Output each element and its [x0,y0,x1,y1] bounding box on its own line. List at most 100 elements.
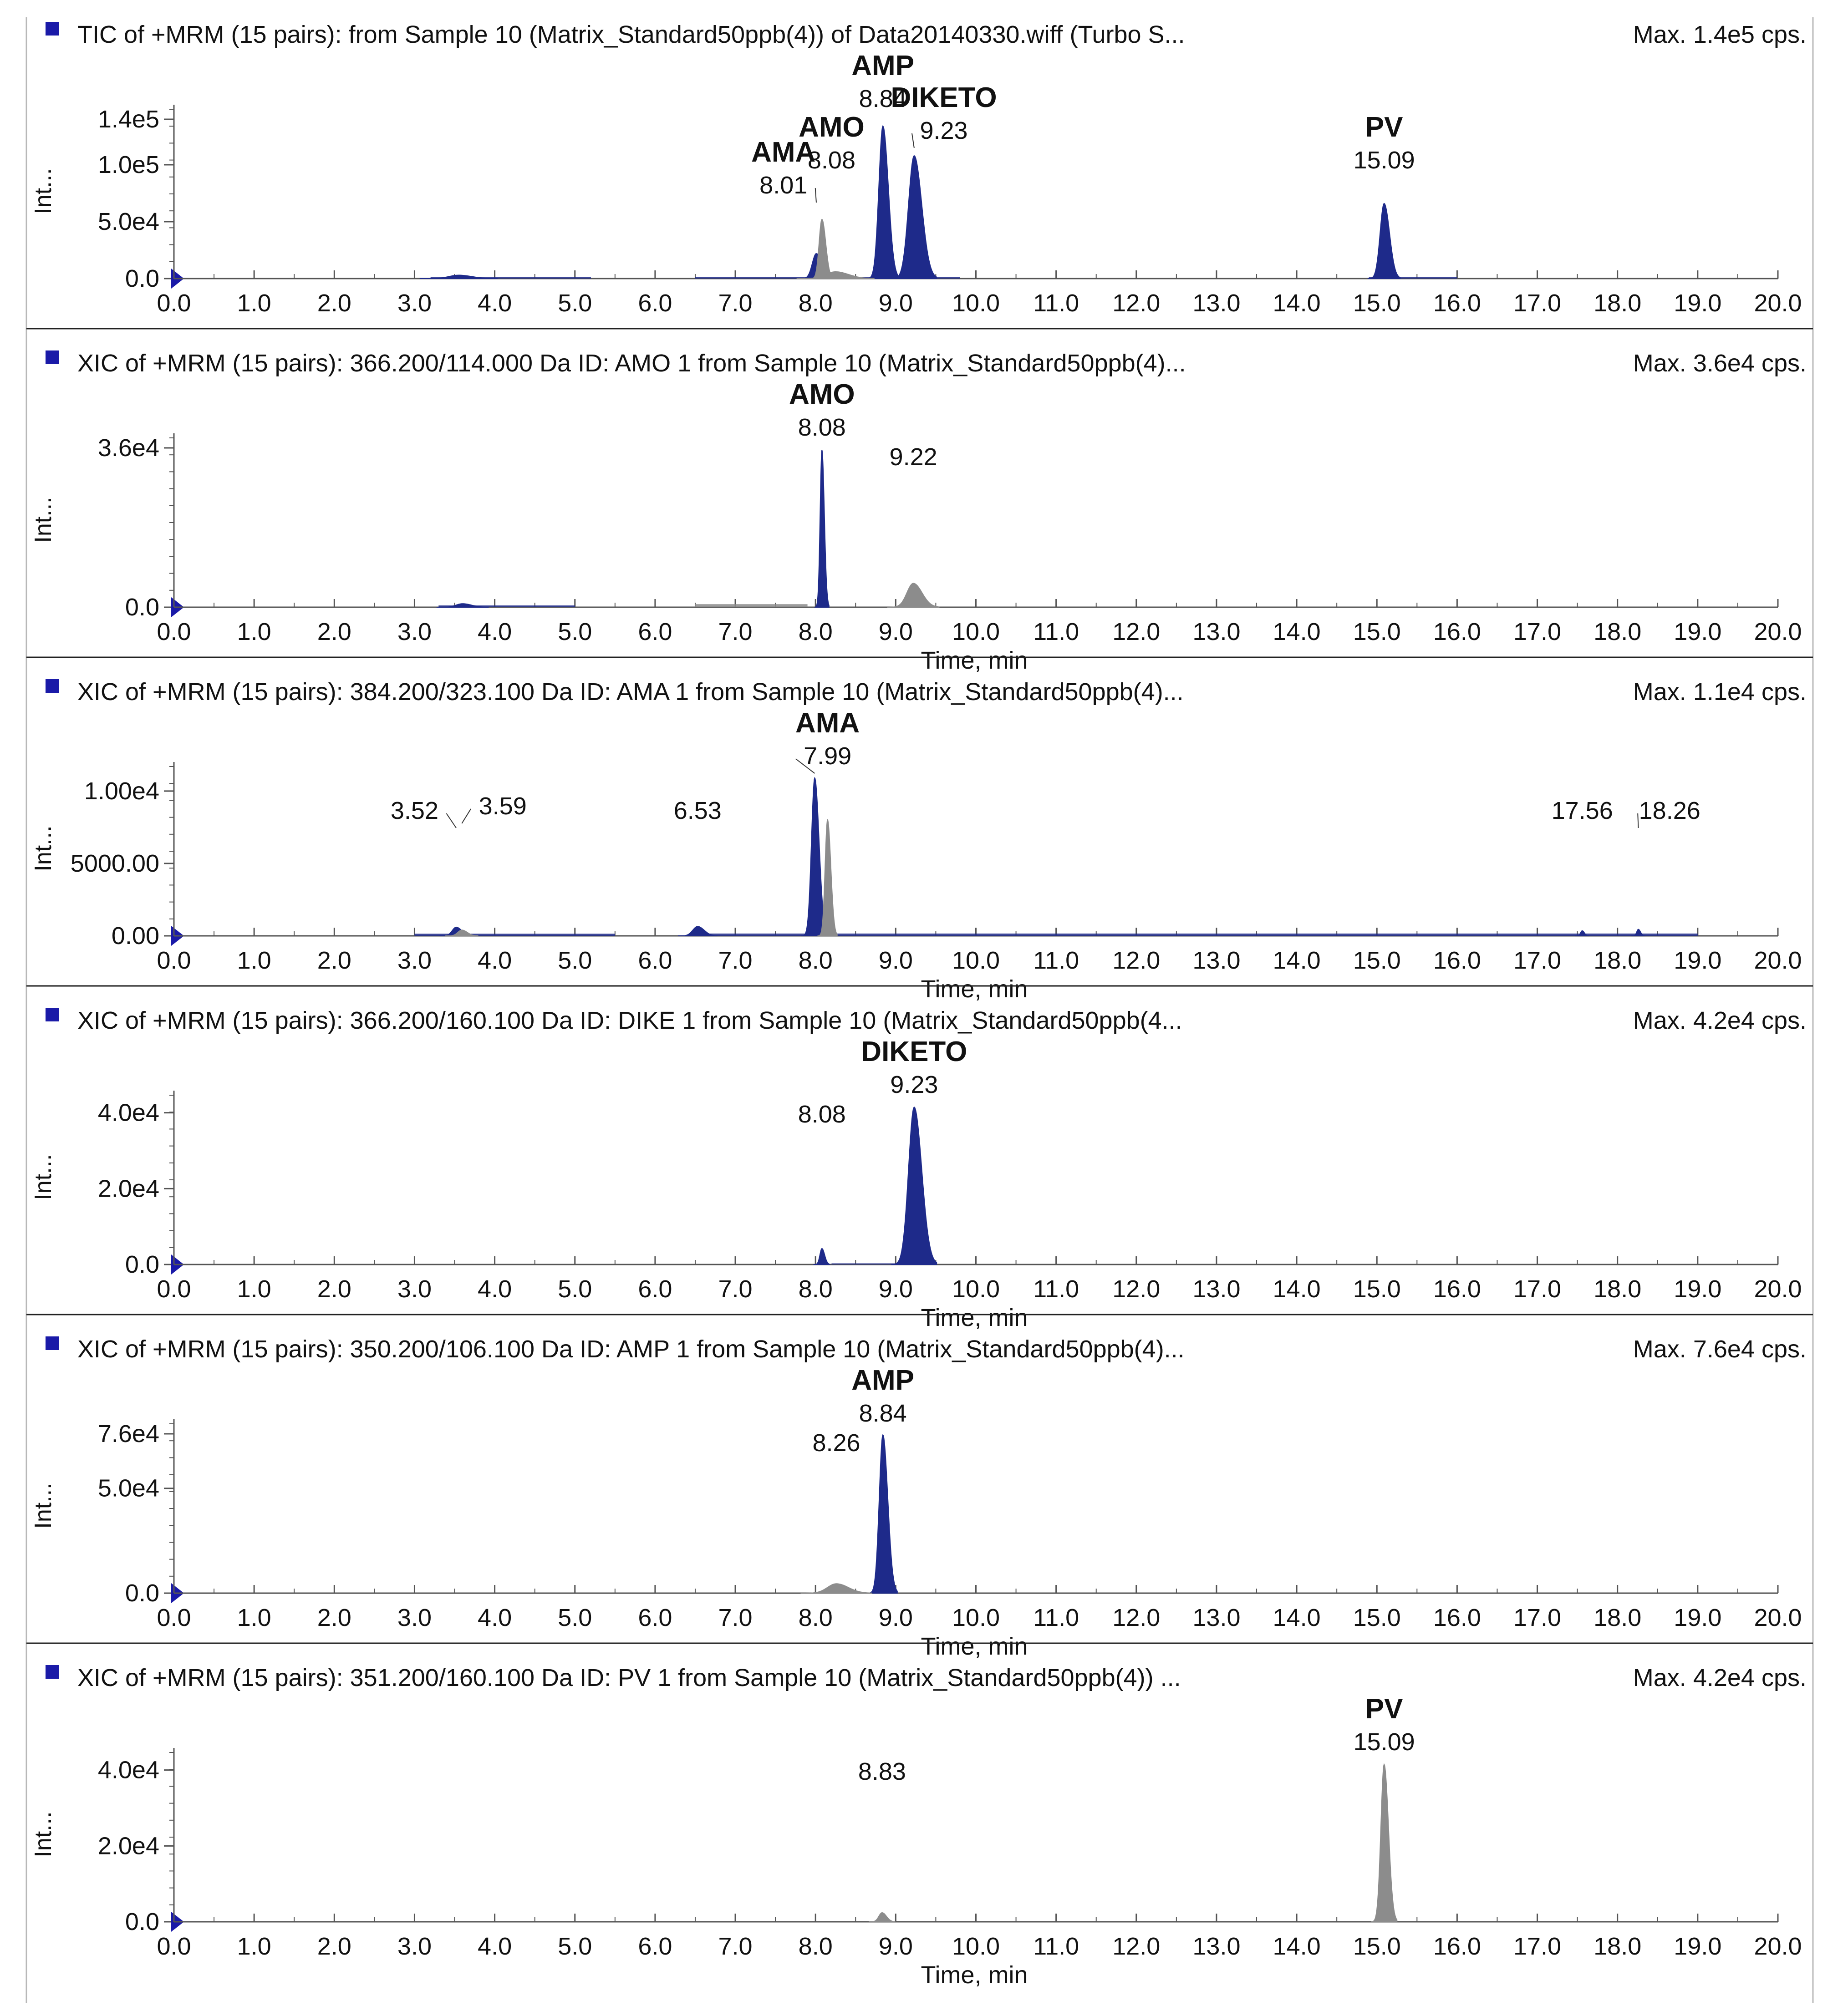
primary-peak [891,1106,937,1265]
x-tick-label: 13.0 [1192,1933,1240,1960]
x-tick-label: 11.0 [1033,1933,1079,1960]
peak-retention-time-label: 15.09 [1354,1728,1415,1756]
x-tick-label: 16.0 [1433,618,1481,645]
x-tick-label: 3.0 [397,1275,432,1303]
x-tick-label: 20.0 [1754,618,1802,645]
x-tick-label: 4.0 [478,1604,512,1631]
x-tick-label: 14.0 [1273,1275,1321,1303]
x-tick-label: 1.0 [237,289,271,317]
x-tick-label: 11.0 [1033,1604,1079,1631]
x-tick-label: 17.0 [1513,618,1561,645]
x-axis-label: Time, min [921,1633,1028,1660]
x-tick-label: 0.0 [157,618,191,645]
x-tick-label: 13.0 [1192,1275,1240,1303]
x-tick-label: 7.0 [718,1604,753,1631]
x-tick-label: 8.0 [799,947,833,974]
x-tick-label: 0.0 [157,1604,191,1631]
trace-marker-icon [46,1336,59,1350]
x-tick-label: 20.0 [1754,1604,1802,1631]
x-tick-label: 12.0 [1112,289,1160,317]
x-tick-label: 6.0 [638,289,672,317]
x-tick-label: 17.0 [1513,289,1561,317]
x-tick-label: 4.0 [478,1275,512,1303]
x-tick-label: 20.0 [1754,1933,1802,1960]
peak-retention-time-label: 8.08 [808,147,855,174]
panel-5: XIC of +MRM (15 pairs): 350.200/106.100 … [26,1314,1813,1660]
x-tick-label: 16.0 [1433,1275,1481,1303]
y-tick-label: 0.0 [125,594,159,621]
x-tick-label: 15.0 [1353,1933,1401,1960]
annotation-leader-line [461,808,472,824]
x-tick-label: 9.0 [879,1275,913,1303]
x-tick-label: 11.0 [1033,289,1079,317]
peak-compound-label: PV [1365,112,1403,143]
annotation-leader-line [795,758,815,774]
x-tick-label: 4.0 [478,289,512,317]
x-tick-label: 12.0 [1112,947,1160,974]
peak-retention-time-label: 6.53 [674,797,722,824]
x-tick-label: 7.0 [718,289,753,317]
x-tick-label: 19.0 [1674,289,1721,317]
y-tick-label: 0.0 [125,265,159,292]
x-tick-label: 3.0 [397,618,432,645]
x-tick-label: 15.0 [1353,1604,1401,1631]
x-tick-label: 4.0 [478,618,512,645]
primary-peak [891,155,937,279]
x-tick-label: 15.0 [1353,618,1401,645]
peak-compound-label: AMA [751,137,815,168]
y-tick-label: 4.0e4 [98,1099,159,1127]
x-tick-label: 19.0 [1674,947,1721,974]
primary-peak [1632,929,1645,936]
annotation-leader-line [911,133,915,148]
peak-retention-time-label: 3.52 [391,797,438,824]
primary-peak [1367,203,1401,279]
x-tick-label: 10.0 [952,947,1000,974]
panel-2: XIC of +MRM (15 pairs): 366.200/114.000 … [26,328,1813,674]
x-tick-label: 18.0 [1593,1275,1641,1303]
primary-peak [814,450,830,608]
panel-3: XIC of +MRM (15 pairs): 384.200/323.100 … [26,656,1813,1003]
x-tick-label: 10.0 [952,289,1000,317]
panel-title: TIC of +MRM (15 pairs): from Sample 10 (… [77,21,1185,48]
x-tick-label: 3.0 [397,1933,432,1960]
max-intensity-label: Max. 3.6e4 cps. [1633,350,1807,377]
x-tick-label: 5.0 [558,289,592,317]
x-tick-label: 7.0 [718,1275,753,1303]
x-tick-label: 14.0 [1273,618,1321,645]
secondary-peak [817,818,838,936]
x-tick-label: 12.0 [1112,1933,1160,1960]
x-tick-label: 19.0 [1674,1275,1721,1303]
peak-retention-time-label: 18.26 [1639,797,1700,824]
y-tick-label: 0.0 [125,1908,159,1935]
x-tick-label: 1.0 [237,618,271,645]
primary-peak [868,1433,898,1594]
panel-1: TIC of +MRM (15 pairs): from Sample 10 (… [30,21,1807,317]
primary-peak [1576,930,1589,936]
trace-marker-icon [46,1008,59,1021]
x-tick-label: 1.0 [237,1933,271,1960]
peak-retention-time-label: 8.26 [812,1429,860,1457]
panel-title: XIC of +MRM (15 pairs): 351.200/160.100 … [77,1664,1181,1691]
x-tick-label: 16.0 [1433,1604,1481,1631]
peak-compound-label: AMP [851,1365,914,1396]
x-tick-label: 17.0 [1513,1275,1561,1303]
x-tick-label: 1.0 [237,1275,271,1303]
trace-marker-icon [46,350,59,364]
x-tick-label: 18.0 [1593,1604,1641,1631]
y-tick-label: 3.6e4 [98,434,159,462]
max-intensity-label: Max. 4.2e4 cps. [1633,1664,1807,1691]
x-tick-label: 0.0 [157,289,191,317]
y-axis-label: Int... [30,1811,56,1857]
x-tick-label: 5.0 [558,1604,592,1631]
x-tick-label: 11.0 [1033,1275,1079,1303]
x-tick-label: 6.0 [638,618,672,645]
x-tick-label: 2.0 [317,947,351,974]
x-tick-label: 3.0 [397,289,432,317]
y-tick-label: 1.0e5 [98,151,159,178]
x-tick-label: 6.0 [638,1933,672,1960]
x-tick-label: 2.0 [317,618,351,645]
y-tick-label: 5.0e4 [98,1475,159,1502]
y-tick-label: 7.6e4 [98,1420,159,1447]
x-tick-label: 9.0 [879,618,913,645]
y-tick-label: 0.00 [112,922,159,950]
